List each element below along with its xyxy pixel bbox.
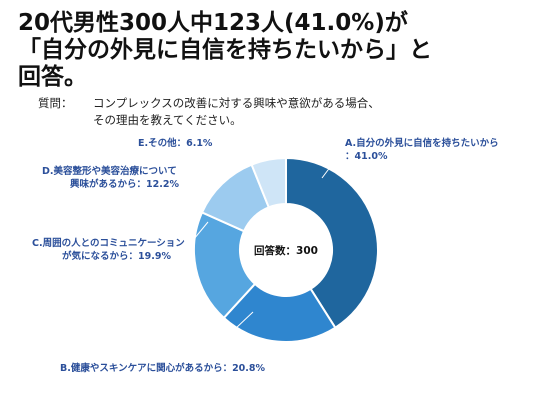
- question-line-2: その理由を教えてください。: [93, 113, 242, 127]
- slice-labels: A.自分の外見に自信を持ちたいから ：41.0% B.健康やスキンケアに関心があるか…: [32, 137, 499, 374]
- leader-line: [321, 149, 344, 179]
- question-text: コンプレックスの改善に対する興味や意欲がある場合、 その理由を教えてください。: [93, 95, 513, 129]
- slice-label: B.健康やスキンケアに関心があるから：20.8%: [60, 362, 266, 374]
- donut-slices: [193, 156, 379, 343]
- slice-label: ：41.0%: [345, 151, 388, 162]
- leader-line: [203, 177, 229, 183]
- donut-slice: [250, 156, 287, 209]
- headline: 20代男性300人中123人(41.0%)が 「自分の外見に自信を持ちたいから」…: [18, 10, 528, 91]
- slice-label: D.美容整形や美容治療について: [42, 165, 177, 177]
- slice-label: E.その他：6.1%: [138, 137, 213, 149]
- center-label: 回答数：300: [254, 244, 318, 257]
- donut-slice: [222, 282, 337, 343]
- slice-label: A.自分の外見に自信を持ちたいから: [345, 137, 499, 149]
- leader-lines: [179, 143, 344, 365]
- slice-label: 興味があるから：12.2%: [70, 178, 179, 190]
- donut-slice: [285, 156, 379, 330]
- headline-line-3: 回答。: [18, 64, 87, 90]
- leader-line: [197, 311, 254, 365]
- headline-line-2: 「自分の外見に自信を持ちたいから」と: [18, 37, 432, 63]
- leader-line: [179, 221, 209, 257]
- headline-line-1: 20代男性300人中123人(41.0%)が: [18, 10, 408, 36]
- question-label: 質問：: [38, 96, 73, 110]
- leader-line: [243, 143, 267, 161]
- slice-label: C.周囲の人とのコミュニケーション: [32, 237, 185, 249]
- slice-label: が気になるから：19.9%: [62, 250, 171, 262]
- question-line-1: コンプレックスの改善に対する興味や意欲がある場合、: [93, 96, 380, 110]
